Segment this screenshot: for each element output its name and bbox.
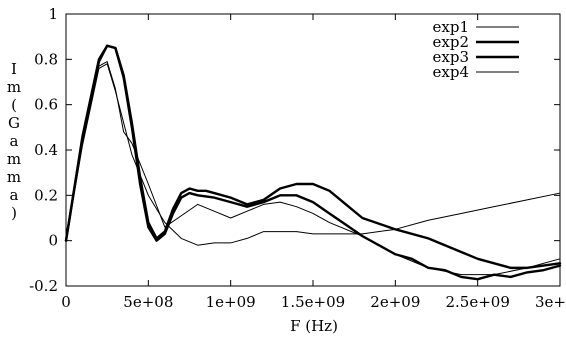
y-axis-title-letter: I — [11, 60, 17, 78]
x-tick-label: 5e+08 — [123, 293, 173, 311]
y-axis-title-letter: m — [7, 150, 21, 168]
y-tick-label: 0 — [48, 232, 58, 250]
y-axis-title-letter: a — [10, 186, 19, 204]
y-axis-title-letter: G — [8, 114, 20, 132]
legend-label: exp2 — [433, 33, 469, 51]
plot-area — [65, 13, 561, 287]
y-tick-label: 1 — [48, 5, 58, 23]
y-axis-title-letter: m — [7, 78, 21, 96]
y-tick-label: 0.6 — [34, 96, 58, 114]
y-tick-label: 0.4 — [34, 141, 58, 159]
x-axis-title: F (Hz) — [290, 317, 338, 335]
x-tick-label: 3e+09 — [535, 293, 566, 311]
plot-frame — [65, 13, 561, 287]
series-lines — [64, 44, 562, 281]
x-tick-label: 2e+09 — [370, 293, 420, 311]
y-axis-title-letter: a — [10, 132, 19, 150]
x-tick-label: 1e+09 — [206, 293, 256, 311]
x-tick-label: 1.5e+09 — [281, 293, 345, 311]
legend-label: exp4 — [433, 63, 469, 81]
y-tick-label: -0.2 — [29, 277, 58, 295]
x-tick-label: 0 — [61, 293, 71, 311]
legend-label: exp1 — [433, 18, 469, 36]
y-tick-label: 0.8 — [34, 50, 58, 68]
series-line-exp1 — [65, 63, 561, 246]
legend-label: exp3 — [433, 48, 469, 66]
y-axis-title-letter: ) — [11, 204, 17, 222]
y-axis-title-letter: m — [7, 168, 21, 186]
axis-ticks: 05e+081e+091.5e+092e+092.5e+093e+09-0.20… — [29, 5, 566, 311]
series-line-exp2 — [64, 44, 562, 270]
x-tick-label: 2.5e+09 — [445, 293, 509, 311]
y-tick-label: 0.2 — [34, 186, 58, 204]
series-line-exp4 — [65, 61, 561, 276]
series-line-exp3 — [64, 44, 562, 281]
y-axis-title-letter: ( — [11, 96, 17, 114]
